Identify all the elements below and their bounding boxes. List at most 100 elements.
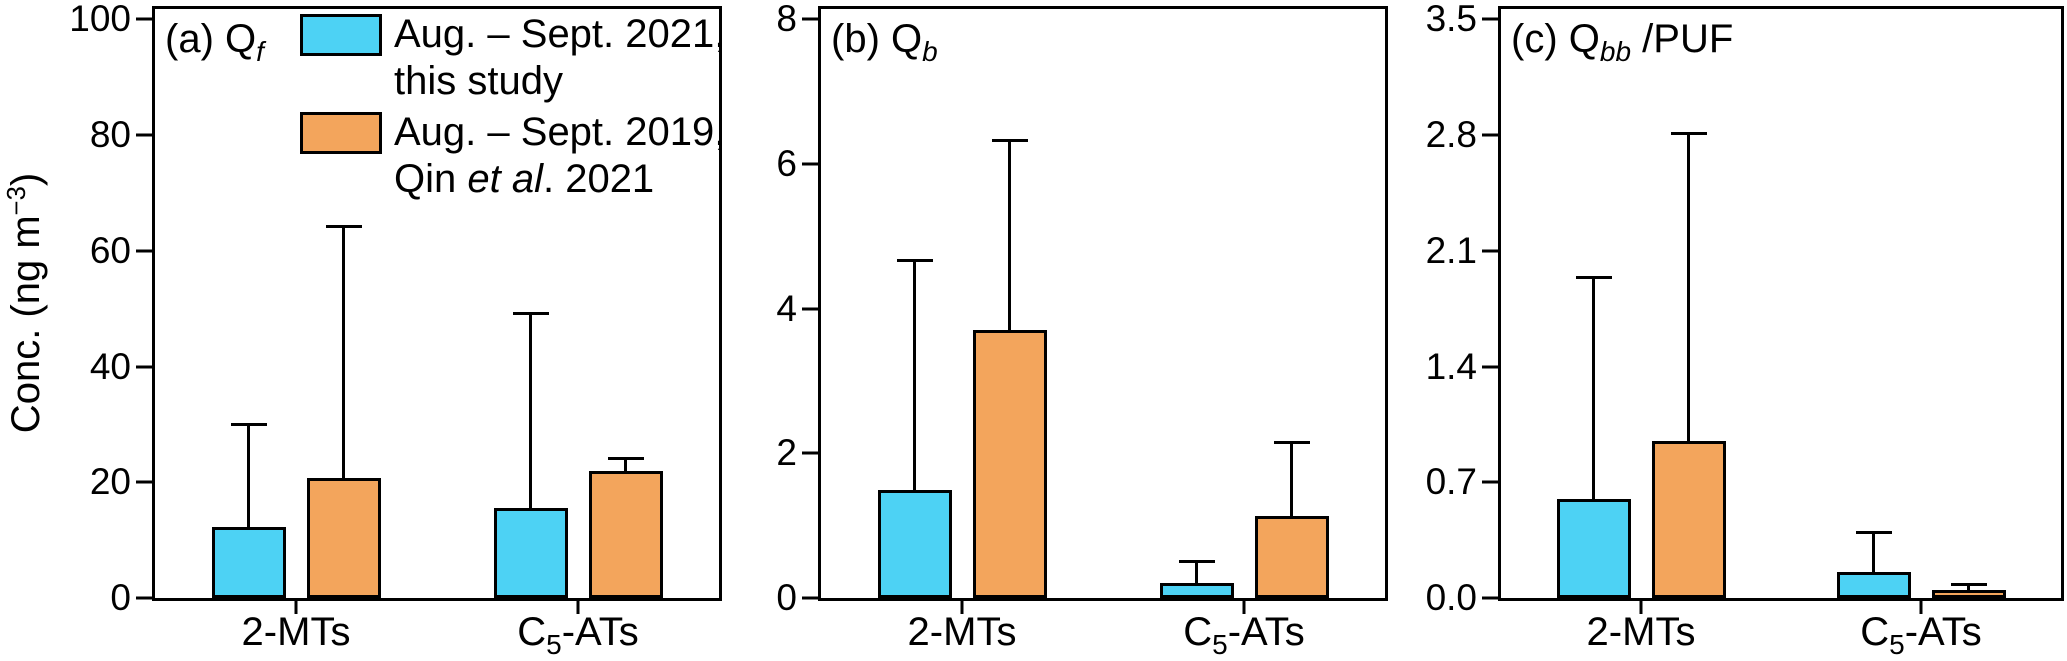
error-bar-cap <box>230 423 267 427</box>
label-text: C <box>1860 610 1890 654</box>
legend-text-run: this study <box>394 59 563 103</box>
y-tick-label: 8 <box>776 0 797 40</box>
y-tick-label: 60 <box>89 229 131 271</box>
legend-text-run: Aug. – Sept. 2021, <box>394 12 726 56</box>
y-tick <box>136 596 152 600</box>
bar <box>493 507 568 598</box>
panel-c-title-subscript: bb <box>1599 36 1632 67</box>
bar <box>1159 582 1234 598</box>
y-tick-label: 0.0 <box>1425 577 1477 618</box>
panel-c-title: (c) Qbb /PUF <box>1511 17 1734 66</box>
y-tick <box>1482 365 1498 369</box>
y-axis-label: Conc. (ng m−3) <box>3 173 49 433</box>
y-tick-label: 0 <box>110 577 131 618</box>
y-axis-label-exponent: −3 <box>2 186 31 216</box>
error-bar-cap <box>512 311 549 315</box>
y-axis-label-close: ) <box>4 172 49 187</box>
y-tick <box>1482 133 1498 137</box>
x-category-label: 2-MTs <box>242 610 351 655</box>
error-bar-line <box>342 227 345 479</box>
label-suffix: -ATs <box>561 610 639 654</box>
y-tick <box>136 133 152 137</box>
bar <box>1836 571 1911 598</box>
y-tick <box>1482 480 1498 484</box>
x-category-label: 2-MTs <box>1587 610 1696 655</box>
x-category-label: C5-ATs <box>1860 610 1982 659</box>
error-bar-line <box>247 426 250 527</box>
legend-text-run: Qin <box>394 157 468 201</box>
bar <box>211 526 286 598</box>
label-suffix: -ATs <box>1227 610 1305 654</box>
legend-swatch <box>300 112 382 154</box>
y-tick-label: 3.5 <box>1425 0 1477 40</box>
error-bar-line <box>1687 135 1690 441</box>
error-bar-line <box>1290 443 1293 517</box>
y-tick-label: 2 <box>776 432 797 474</box>
legend-line: Qin et al. 2021 <box>394 156 725 203</box>
y-tick <box>1482 249 1498 253</box>
panel-b-title-subscript: b <box>922 36 938 67</box>
y-tick-label: 4 <box>776 287 797 329</box>
label-text: C <box>1183 610 1213 654</box>
bar <box>306 478 381 598</box>
y-tick <box>136 365 152 369</box>
y-tick-label: 2.1 <box>1425 229 1477 271</box>
bar <box>1651 440 1726 598</box>
error-bar-cap <box>1855 530 1892 534</box>
bar <box>877 489 952 598</box>
panel-a-title-text: (a) Q <box>165 17 257 61</box>
x-category-label: C5-ATs <box>517 610 639 659</box>
label-text: C <box>517 610 547 654</box>
y-tick-label: 40 <box>89 345 131 387</box>
error-bar-line <box>624 460 627 472</box>
legend-line: Aug. – Sept. 2019, <box>394 109 725 156</box>
error-bar-cap <box>607 457 644 461</box>
x-tick <box>1639 598 1643 614</box>
y-tick <box>136 249 152 253</box>
bar <box>588 471 663 598</box>
x-category-label: 2-MTs <box>908 610 1017 655</box>
label-text: 2-MTs <box>1586 610 1696 654</box>
error-bar-line <box>1008 142 1011 331</box>
error-bar-line <box>1872 533 1875 572</box>
panel-c-title-text: (c) Q <box>1511 17 1600 61</box>
error-bar-cap <box>896 258 933 262</box>
legend: Aug. – Sept. 2021, this study Aug. – Sept.… <box>300 11 725 203</box>
x-category-label: C5-ATs <box>1183 610 1305 659</box>
panel-b-title-text: (b) Q <box>831 17 923 61</box>
y-tick-label: 0.7 <box>1425 461 1477 503</box>
label-suffix: -ATs <box>1904 610 1982 654</box>
panel-a-title-subscript: f <box>256 36 264 67</box>
error-bar-cap <box>1670 132 1707 136</box>
bar <box>1556 498 1631 598</box>
error-bar-cap <box>991 139 1028 143</box>
label-text: 2-MTs <box>907 610 1017 654</box>
legend-item-label: Aug. – Sept. 2019, Qin et al. 2021 <box>394 109 725 203</box>
error-bar-cap <box>1950 583 1987 587</box>
y-tick <box>136 17 152 21</box>
x-tick <box>576 598 580 614</box>
panel-c-plot: (c) Qbb /PUF 0.0 0.7 1.4 2.1 2.8 3.5 2-MTs C5-A… <box>1426 0 2064 659</box>
y-tick <box>802 307 818 311</box>
legend-item-label: Aug. – Sept. 2021, this study <box>394 11 725 105</box>
legend-text-run: . 2021 <box>542 157 655 201</box>
y-tick <box>802 17 818 21</box>
y-tick-label: 20 <box>89 461 131 503</box>
label-text: 2-MTs <box>241 610 351 654</box>
y-tick-label: 1.4 <box>1425 345 1477 387</box>
panel-a-plot: (a) Qf Aug. – Sept. 2021, this study Aug. … <box>69 0 725 659</box>
error-bar-line <box>1195 563 1198 583</box>
y-tick-label: 80 <box>89 114 131 156</box>
panel-c-title-suffix: /PUF <box>1631 17 1734 61</box>
error-bar-cap <box>1575 275 1612 279</box>
x-tick <box>294 598 298 614</box>
label-subscript: 5 <box>1212 629 1228 660</box>
y-tick <box>802 596 818 600</box>
y-tick <box>1482 17 1498 21</box>
panel-b-plot: (b) Qb 0 2 4 6 8 2-MTs C5-ATs <box>776 0 1388 659</box>
y-tick <box>802 451 818 455</box>
legend-line: this study <box>394 58 725 105</box>
error-bar-line <box>529 314 532 508</box>
y-tick <box>1482 596 1498 600</box>
